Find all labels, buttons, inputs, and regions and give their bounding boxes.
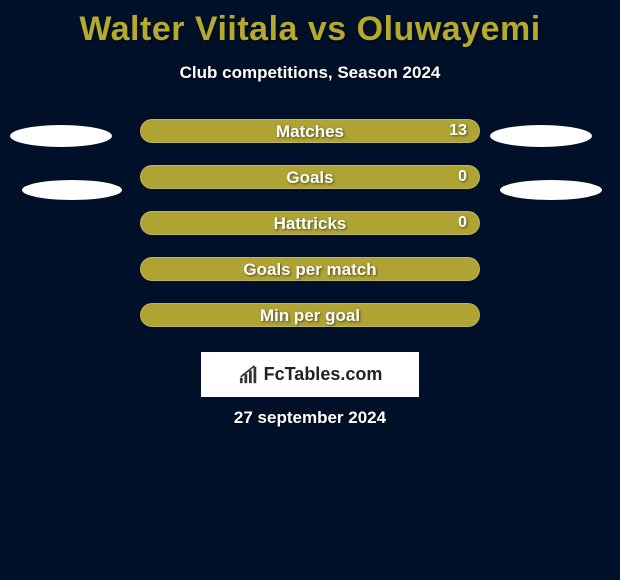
stat-label: Matches [141, 122, 479, 142]
side-ellipse [490, 125, 592, 147]
stat-bar: Min per goal [140, 303, 480, 327]
stat-row: Min per goal [0, 303, 620, 349]
logo-box: FcTables.com [201, 352, 419, 397]
stat-label: Goals [141, 168, 479, 188]
side-ellipse [10, 125, 112, 147]
stat-value: 0 [458, 214, 467, 232]
stat-bar: Hattricks0 [140, 211, 480, 235]
stat-bar: Matches13 [140, 119, 480, 143]
comparison-rows: Matches13Goals0Hattricks0Goals per match… [0, 119, 620, 349]
logo-text: FcTables.com [264, 364, 383, 385]
side-ellipse [500, 180, 602, 200]
date-line: 27 september 2024 [0, 408, 620, 428]
stat-row: Goals per match [0, 257, 620, 303]
logo-chart-icon [238, 365, 260, 385]
stat-label: Goals per match [141, 260, 479, 280]
page-title: Walter Viitala vs Oluwayemi [0, 0, 620, 49]
stat-row: Hattricks0 [0, 211, 620, 257]
stat-value: 0 [458, 168, 467, 186]
subtitle: Club competitions, Season 2024 [0, 63, 620, 83]
stat-bar: Goals per match [140, 257, 480, 281]
stat-value: 13 [449, 122, 467, 140]
side-ellipse [22, 180, 122, 200]
stat-bar: Goals0 [140, 165, 480, 189]
stat-label: Hattricks [141, 214, 479, 234]
stat-label: Min per goal [141, 306, 479, 326]
